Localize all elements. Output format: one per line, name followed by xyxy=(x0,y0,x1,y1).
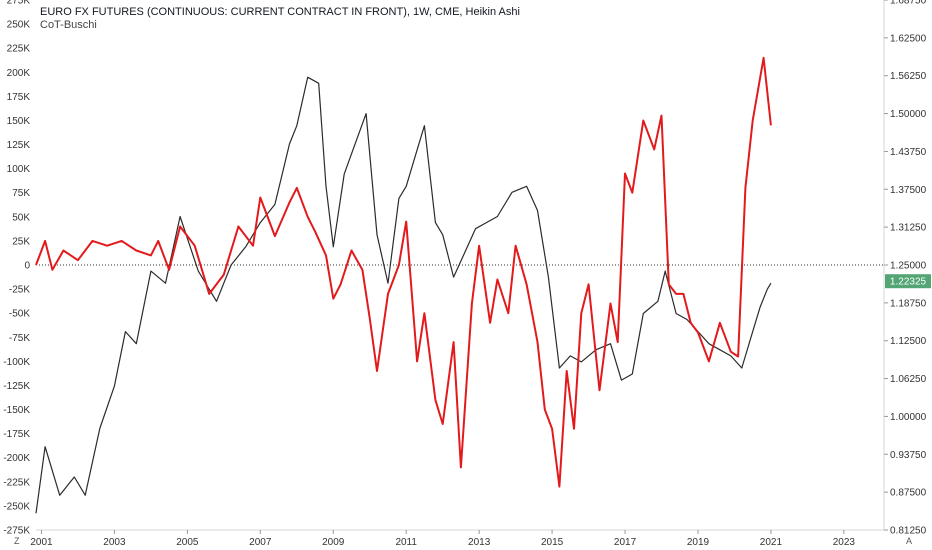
left-tick-label: 250K xyxy=(7,20,31,31)
zoom-corner-button[interactable]: Z xyxy=(14,536,20,546)
right-tick-label: 1.25000 xyxy=(890,261,927,272)
x-tick-label: 2011 xyxy=(395,537,417,548)
right-tick-label: 0.81250 xyxy=(890,526,927,537)
right-tick-label: 1.18750 xyxy=(890,298,927,309)
right-tick-label: 0.87500 xyxy=(890,488,927,499)
right-tick-label: 0.93750 xyxy=(890,450,927,461)
x-tick-label: 2007 xyxy=(249,537,272,548)
right-tick-label: 1.50000 xyxy=(890,109,927,120)
price-tag-box xyxy=(885,274,931,289)
right-tick-label: 1.00000 xyxy=(890,412,927,423)
left-tick-label: -225K xyxy=(3,477,30,488)
left-tick-label: 275K xyxy=(7,0,31,7)
x-tick-label: 2021 xyxy=(760,537,783,548)
x-tick-label: 2023 xyxy=(833,537,856,548)
left-tick-label: -50K xyxy=(9,309,30,320)
x-tick-label: 2001 xyxy=(30,537,53,548)
left-tick-label: 25K xyxy=(12,236,30,247)
price-tag-text: 1.22325 xyxy=(890,277,927,288)
left-tick-label: 100K xyxy=(7,164,31,175)
right-tick-label: 1.12500 xyxy=(890,336,927,347)
x-tick-label: 2013 xyxy=(468,537,491,548)
left-tick-label: -100K xyxy=(3,357,30,368)
right-tick-label: 1.06250 xyxy=(890,374,927,385)
left-tick-label: 200K xyxy=(7,68,31,79)
left-tick-label: 150K xyxy=(7,116,31,127)
left-tick-label: -175K xyxy=(3,429,30,440)
cot-line xyxy=(35,56,772,488)
left-tick-label: -250K xyxy=(3,501,30,512)
auto-scale-button[interactable]: A xyxy=(905,536,912,546)
price-line xyxy=(35,76,772,514)
right-tick-label: 1.37500 xyxy=(890,185,927,196)
right-tick-label: 1.31250 xyxy=(890,223,927,234)
left-tick-label: 225K xyxy=(7,44,31,55)
right-axis: 1.68750 1.62500 1.56250 1.50000 1.43750 1.375… xyxy=(884,0,927,537)
left-tick-label: 75K xyxy=(12,188,30,199)
left-tick-label: -200K xyxy=(3,453,30,464)
right-tick-label: 1.68750 xyxy=(890,0,927,7)
x-tick-label: 2003 xyxy=(103,537,126,548)
series-layer xyxy=(35,56,772,514)
x-tick-label: 2015 xyxy=(541,537,564,548)
x-tick-label: 2005 xyxy=(176,537,199,548)
chart-title: EURO FX FUTURES (CONTINUOUS: CURRENT CON… xyxy=(40,6,520,18)
left-tick-label: -25K xyxy=(9,285,30,296)
left-tick-label: -150K xyxy=(3,405,30,416)
left-tick-label: 125K xyxy=(7,140,31,151)
x-tick-label: 2009 xyxy=(322,537,345,548)
right-tick-label: 1.56250 xyxy=(890,71,927,82)
indicator-label[interactable]: CoT-Buschi xyxy=(40,19,97,31)
right-tick-label: 1.62500 xyxy=(890,33,927,44)
right-tick-label: 1.43750 xyxy=(890,147,927,158)
left-tick-label: -125K xyxy=(3,381,30,392)
left-tick-label: 50K xyxy=(12,212,30,223)
left-tick-label: 175K xyxy=(7,92,31,103)
left-tick-label: -275K xyxy=(3,526,30,537)
x-tick-label: 2019 xyxy=(687,537,710,548)
left-axis: 275K 250K 225K 200K 175K 150K 125K 100K 75K 50K 25… xyxy=(3,0,30,537)
last-price-tag: 1.22325 xyxy=(885,274,931,289)
x-tick-label: 2017 xyxy=(614,537,637,548)
x-axis: 2001 2003 2005 2007 2009 2011 2013 2015 2017 2019… xyxy=(30,530,855,548)
left-tick-label: 0 xyxy=(24,261,30,272)
left-tick-label: -75K xyxy=(9,333,30,344)
